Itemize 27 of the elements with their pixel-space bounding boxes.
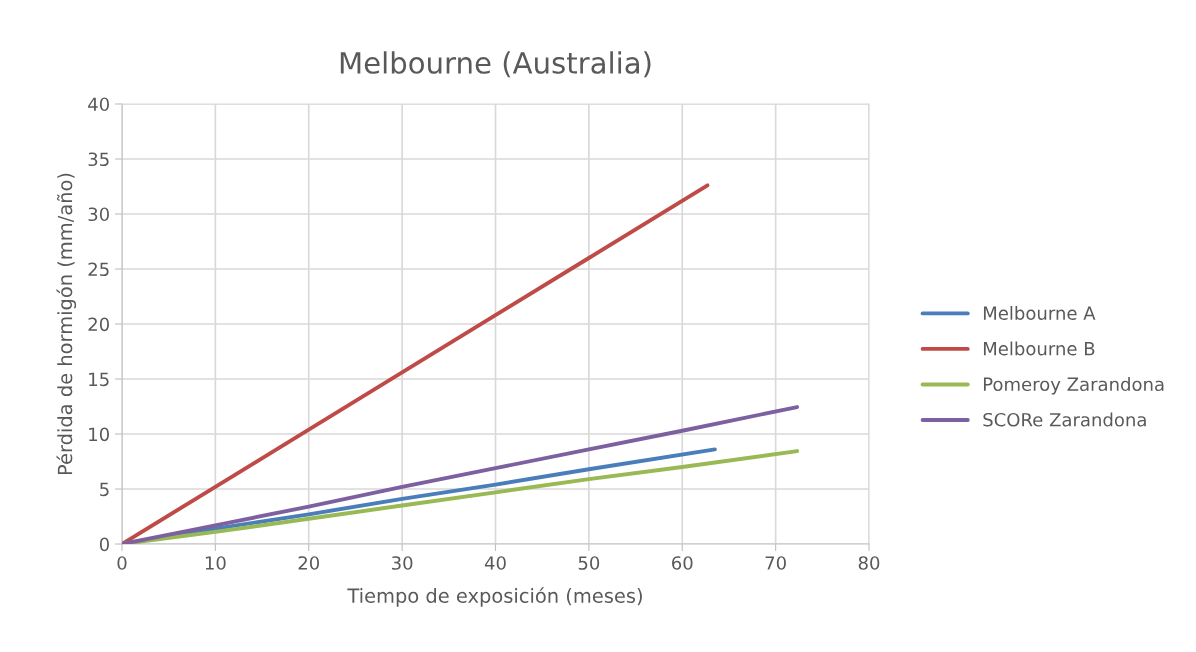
legend-label: SCORe Zarandona <box>983 412 1146 427</box>
legend-label: Melbourne B <box>983 341 1095 356</box>
x-tick-label: 60 <box>672 556 693 570</box>
y-tick-label: 0 <box>99 537 109 552</box>
y-tick-label: 40 <box>88 97 109 112</box>
y-tick-label: 25 <box>88 262 109 277</box>
y-tick-label: 5 <box>100 482 109 497</box>
y-tick-label: 30 <box>88 207 109 222</box>
x-tick-label: 10 <box>205 556 226 570</box>
line-series <box>121 183 710 545</box>
legend-label: Pomeroy Zarandona <box>983 377 1164 395</box>
legend-label: Melbourne A <box>983 305 1096 320</box>
x-tick-label: 50 <box>578 556 600 570</box>
y-tick-label: 15 <box>89 372 109 387</box>
y-tick-label: 20 <box>88 317 109 332</box>
y-tick-label: 10 <box>89 427 109 442</box>
chart-title: Melbourne (Australia) <box>340 51 651 78</box>
x-tick-label: 80 <box>858 556 880 570</box>
x-axis-title: Tiempo de exposición (meses) <box>347 587 642 607</box>
x-tick-label: 70 <box>765 556 786 570</box>
y-axis-title: Pérdida de hormigón (mm/año) <box>56 173 77 475</box>
x-tick-label: 20 <box>298 556 320 570</box>
line-series <box>121 405 800 545</box>
y-tick-label: 35 <box>88 152 109 167</box>
x-tick-label: 30 <box>392 556 413 570</box>
x-tick-label: 40 <box>484 556 506 570</box>
x-tick-label: 0 <box>117 556 127 570</box>
